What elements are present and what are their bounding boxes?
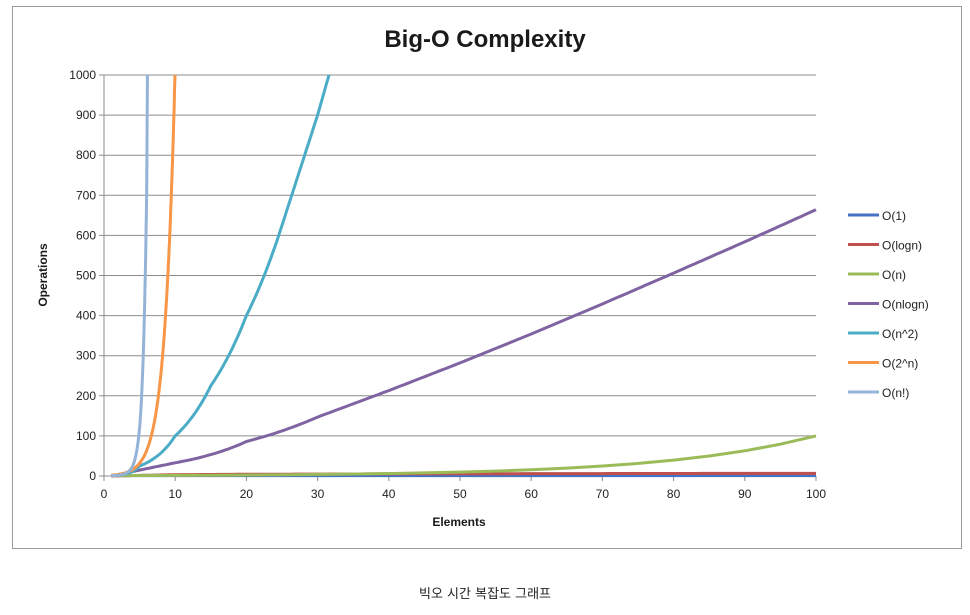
x-tick-label: 30 [311,487,325,501]
series-line [110,208,817,478]
series-line [111,434,817,478]
y-tick-label: 0 [89,469,96,483]
series-line [110,75,149,478]
legend-label: O(1) [882,209,906,223]
big-o-chart: Big-O Complexity 01002003004005006007008… [36,26,929,529]
x-axis-ticks: 0 10 20 30 40 50 60 70 80 90 100 [101,476,826,501]
x-tick-label: 10 [169,487,183,501]
y-tick-label: 1000 [69,68,96,82]
y-tick-label: 100 [76,429,96,443]
x-tick-label: 80 [667,487,681,501]
legend-label: O(n!) [882,386,909,400]
x-tick-label: 0 [101,487,108,501]
y-tick-label: 300 [76,349,96,363]
legend: O(1) O(logn) O(n) O(nlogn) O(n^2) O(2^n) O(n!) [848,209,929,400]
x-tick-label: 100 [806,487,826,501]
x-tick-label: 60 [525,487,539,501]
y-tick-label: 500 [76,269,96,283]
legend-label: O(logn) [882,239,922,253]
legend-label: O(2^n) [882,357,918,371]
series-lines [110,74,817,478]
y-tick-label: 800 [76,148,96,162]
y-tick-label: 600 [76,228,96,242]
x-tick-label: 20 [240,487,254,501]
series-line [110,74,331,478]
x-axis-label: Elements [432,515,486,529]
chart-title: Big-O Complexity [384,26,586,53]
y-tick-label: 900 [76,108,96,122]
y-axis-ticks: 0 100 200 300 400 500 600 700 800 900 1000 [69,68,104,483]
y-axis-label: Operations [36,243,50,307]
legend-label: O(n) [882,268,906,282]
chart-frame: Big-O Complexity 0 100 200 300 400 500 600 700 8… [12,6,962,549]
x-tick-label: 90 [738,487,752,501]
x-tick-label: 40 [382,487,396,501]
y-tick-label: 700 [76,188,96,202]
y-tick-label: 400 [76,309,96,323]
legend-label: O(n^2) [882,327,918,341]
figure-caption: 빅오 시간 복잡도 그래프 [419,587,551,602]
y-tick-label: 200 [76,389,96,403]
legend-label: O(nlogn) [882,298,929,312]
x-tick-label: 50 [453,487,467,501]
gridlines [104,74,816,437]
x-tick-label: 70 [596,487,610,501]
